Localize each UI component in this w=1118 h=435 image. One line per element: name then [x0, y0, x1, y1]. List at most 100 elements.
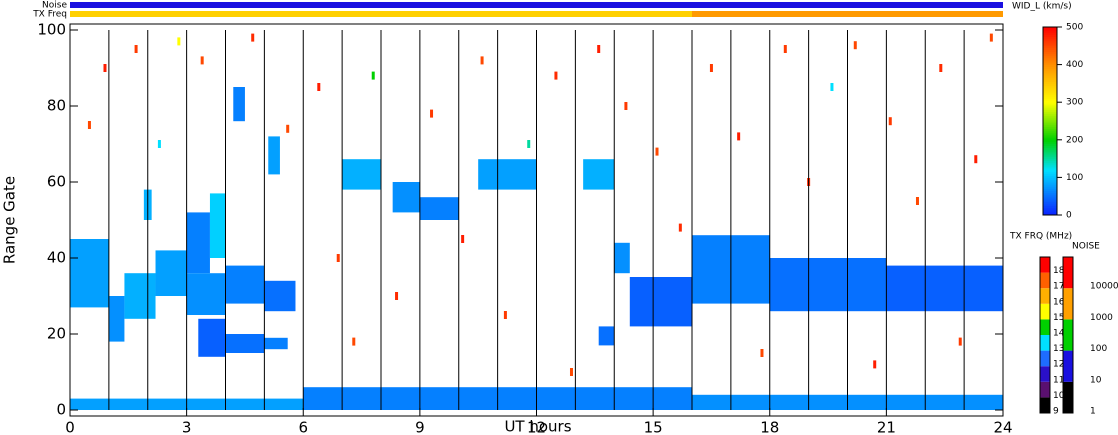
colorbar-cell: [1043, 53, 1057, 56]
data-point: [352, 337, 356, 346]
colorbar-cell: [1043, 194, 1057, 197]
colorbar-cell: [1043, 164, 1057, 167]
data-cell: [629, 277, 692, 327]
colorbar-cell: [1043, 32, 1057, 36]
txfreq-cell: [1040, 303, 1050, 320]
noise-tick-label: 1: [1090, 407, 1096, 417]
y-axis-label: Range Gate: [1, 176, 19, 264]
colorbar-cell: [1043, 47, 1057, 51]
data-point: [709, 64, 713, 72]
colorbar-cell: [1043, 149, 1057, 152]
data-point: [915, 197, 919, 205]
noise-label: NOISE: [1072, 242, 1100, 252]
colorbar-cell: [1043, 145, 1057, 148]
colorbar-cell: [1043, 192, 1057, 195]
colorbar-cell: [1043, 211, 1057, 214]
data-cell: [583, 159, 615, 190]
data-cell: [886, 265, 1003, 312]
colorbar-cell: [1043, 147, 1057, 150]
colorbar-cell: [1043, 75, 1057, 79]
colorbar-label: WID_L (km/s): [1012, 2, 1072, 12]
txfreq-tick-label: 9: [1053, 407, 1059, 417]
data-point: [177, 37, 181, 46]
txfreq-cell: [1040, 366, 1050, 382]
colorbar-cell: [1043, 152, 1057, 156]
colorbar-cell: [1043, 121, 1057, 124]
colorbar-cell: [1043, 175, 1057, 178]
colorbar-cell: [1043, 92, 1057, 96]
data-cell: [155, 250, 187, 296]
colorbar-cell: [1043, 126, 1057, 130]
colorbar-cell: [1043, 27, 1057, 30]
colorbar-tick-label: 0: [1066, 211, 1072, 221]
data-point: [503, 311, 507, 319]
colorbar-frame: [1042, 26, 1058, 216]
data-cell: [198, 318, 226, 357]
colorbar-cell: [1043, 87, 1057, 90]
colorbar-cell: [1043, 36, 1057, 39]
txfreq-cell: [1040, 272, 1050, 289]
data-cell: [225, 334, 265, 353]
data-cell: [233, 87, 245, 122]
noise-tick-label: 10000: [1090, 282, 1118, 292]
colorbar-cell: [1043, 85, 1057, 88]
data-cell: [614, 242, 630, 274]
colorbar-tick-label: 300: [1066, 98, 1083, 108]
colorbar-cell: [1043, 55, 1057, 58]
colorbar-cell: [1043, 201, 1057, 205]
colorbar-cell: [1043, 119, 1057, 122]
colorbar-cell: [1043, 207, 1057, 210]
txfreq-label: TX FRQ (MHz): [1009, 232, 1072, 242]
colorbar-cell: [1043, 205, 1057, 208]
colorbar-cell: [1043, 183, 1057, 186]
colorbar-cell: [1043, 74, 1057, 77]
colorbar-cell: [1043, 89, 1057, 92]
colorbar-cell: [1043, 186, 1057, 190]
colorbar-cell: [1043, 177, 1057, 180]
colorbar-cell: [1043, 72, 1057, 75]
data-point: [974, 155, 978, 164]
colorbar-cell: [1043, 184, 1057, 188]
colorbar-cell: [1043, 62, 1057, 66]
colorbar-cell: [1043, 156, 1057, 160]
colorbar-cell: [1043, 51, 1057, 54]
noise-cell: [1063, 257, 1073, 289]
colorbar-cell: [1043, 94, 1057, 98]
data-cell: [209, 193, 226, 258]
data-point: [830, 83, 834, 91]
colorbar-cell: [1043, 45, 1057, 49]
data-point: [989, 33, 993, 42]
colorbar-cell: [1043, 28, 1057, 32]
y-tick-label: 60: [47, 173, 66, 191]
y-tick-label: 100: [37, 21, 66, 39]
data-point: [336, 254, 340, 262]
colorbar-cell: [1043, 107, 1057, 111]
data-cell: [769, 258, 887, 312]
colorbar-cell: [1043, 38, 1057, 41]
x-axis-label: UT hours: [504, 418, 571, 435]
data-point: [569, 368, 573, 376]
data-point: [200, 56, 204, 65]
data-point: [317, 83, 321, 91]
colorbar-tick-label: 200: [1066, 135, 1083, 145]
data-point: [888, 117, 892, 126]
txfreq-cell: [1040, 350, 1050, 367]
colorbar-cell: [1043, 128, 1057, 131]
data-cell: [70, 239, 109, 308]
colorbar-cell: [1043, 137, 1057, 141]
data-point: [157, 140, 161, 148]
noise-cell: [1063, 350, 1073, 382]
data-point: [655, 147, 659, 156]
x-tick-label: 18: [760, 419, 779, 435]
colorbar-cell: [1043, 122, 1057, 126]
colorbar-cell: [1043, 181, 1057, 184]
colorbar-cell: [1043, 68, 1057, 71]
data-point: [939, 64, 943, 72]
colorbar-cell: [1043, 113, 1057, 116]
txfreq-tick-label: 18: [1053, 266, 1065, 276]
noise-frame: [1062, 256, 1074, 414]
colorbar-cell: [1043, 179, 1057, 182]
colorbar-cell: [1043, 115, 1057, 118]
strip-label: Noise: [42, 1, 67, 11]
